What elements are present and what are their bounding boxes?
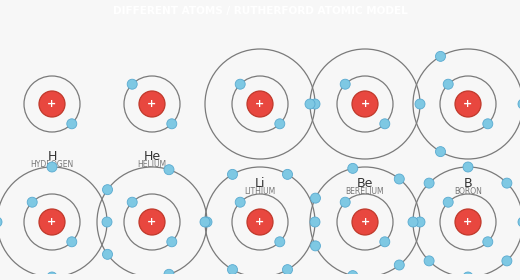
Circle shape <box>139 209 165 235</box>
Circle shape <box>275 237 285 247</box>
Text: +: + <box>147 217 157 227</box>
Circle shape <box>164 269 174 279</box>
Circle shape <box>380 237 390 247</box>
Circle shape <box>483 237 493 247</box>
Circle shape <box>164 165 174 175</box>
Text: +: + <box>47 99 57 109</box>
Circle shape <box>352 209 378 235</box>
Circle shape <box>67 237 77 247</box>
Circle shape <box>202 217 212 227</box>
Circle shape <box>483 119 493 129</box>
Circle shape <box>127 197 137 207</box>
Text: He: He <box>144 150 161 163</box>
Circle shape <box>502 256 512 266</box>
Circle shape <box>102 217 112 227</box>
Circle shape <box>352 91 378 117</box>
Circle shape <box>436 147 446 157</box>
Circle shape <box>305 99 315 109</box>
Circle shape <box>415 217 425 227</box>
Circle shape <box>348 271 358 280</box>
Circle shape <box>455 91 481 117</box>
Circle shape <box>0 217 2 227</box>
Circle shape <box>408 217 418 227</box>
Circle shape <box>200 217 210 227</box>
Text: H: H <box>47 150 57 163</box>
Circle shape <box>443 79 453 89</box>
Text: +: + <box>463 99 473 109</box>
Text: +: + <box>360 217 370 227</box>
Text: +: + <box>463 217 473 227</box>
Circle shape <box>228 265 238 275</box>
Circle shape <box>424 178 434 188</box>
Circle shape <box>102 249 112 259</box>
Circle shape <box>518 99 520 109</box>
Circle shape <box>463 272 473 280</box>
Circle shape <box>455 209 481 235</box>
Circle shape <box>102 185 112 195</box>
Circle shape <box>167 237 177 247</box>
Text: HYDEOGEN: HYDEOGEN <box>30 160 74 169</box>
Circle shape <box>340 197 350 207</box>
Circle shape <box>247 209 273 235</box>
Text: Be: Be <box>357 177 373 190</box>
Circle shape <box>227 169 238 179</box>
Circle shape <box>310 99 320 109</box>
Circle shape <box>310 217 320 227</box>
Circle shape <box>275 119 285 129</box>
Circle shape <box>67 119 77 129</box>
Circle shape <box>415 99 425 109</box>
Circle shape <box>235 79 245 89</box>
Circle shape <box>340 79 350 89</box>
Circle shape <box>282 169 292 179</box>
Text: Li: Li <box>255 177 265 190</box>
Text: B: B <box>464 177 472 190</box>
Text: BERELIUM: BERELIUM <box>346 187 384 196</box>
Circle shape <box>47 272 57 280</box>
Circle shape <box>443 197 453 207</box>
Text: +: + <box>147 99 157 109</box>
Circle shape <box>47 162 57 172</box>
Circle shape <box>310 193 320 203</box>
Circle shape <box>127 79 137 89</box>
Circle shape <box>39 209 65 235</box>
Circle shape <box>394 174 404 184</box>
Circle shape <box>436 51 446 61</box>
Circle shape <box>380 119 390 129</box>
Text: DIFFERENT ATOMS / RUTHERFORD ATOMIC MODEL: DIFFERENT ATOMS / RUTHERFORD ATOMIC MODE… <box>113 6 407 16</box>
Text: HELIUM: HELIUM <box>137 160 166 169</box>
Circle shape <box>167 119 177 129</box>
Circle shape <box>27 197 37 207</box>
Circle shape <box>247 91 273 117</box>
Text: BORON: BORON <box>454 187 482 196</box>
Circle shape <box>139 91 165 117</box>
Text: +: + <box>47 217 57 227</box>
Circle shape <box>235 197 245 207</box>
Circle shape <box>463 162 473 172</box>
Circle shape <box>348 163 358 173</box>
Text: +: + <box>360 99 370 109</box>
Circle shape <box>394 260 404 270</box>
Circle shape <box>282 265 292 275</box>
Text: LITHIUM: LITHIUM <box>244 187 276 196</box>
Circle shape <box>502 178 512 188</box>
Text: +: + <box>255 99 265 109</box>
Text: +: + <box>255 217 265 227</box>
Circle shape <box>39 91 65 117</box>
Circle shape <box>310 241 320 251</box>
Circle shape <box>424 256 434 266</box>
Circle shape <box>518 217 520 227</box>
